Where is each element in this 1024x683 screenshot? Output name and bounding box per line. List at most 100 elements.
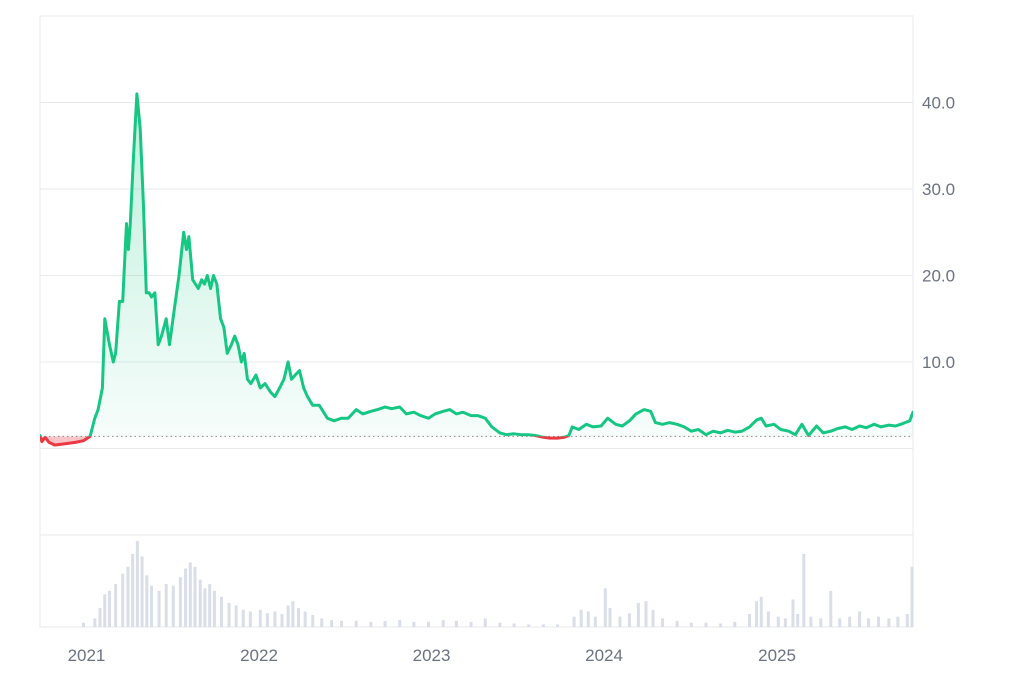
volume-bar-20 bbox=[198, 579, 202, 627]
volume-bar-71 bbox=[719, 623, 723, 627]
volume-bar-31 bbox=[273, 611, 277, 627]
volume-bar-85 bbox=[838, 618, 842, 627]
volume-bar-16 bbox=[178, 577, 182, 627]
volume-bar-50 bbox=[483, 618, 487, 627]
volume-bar-54 bbox=[541, 624, 545, 627]
volume-bar-82 bbox=[809, 616, 813, 627]
gridlines bbox=[40, 102, 913, 536]
volume-bar-61 bbox=[608, 608, 612, 627]
y-axis: 10.0 20.0 30.0 40.0 bbox=[922, 94, 955, 373]
plot-border bbox=[39, 15, 914, 628]
volume-bar-40 bbox=[340, 620, 344, 627]
volume-bar-38 bbox=[320, 618, 324, 627]
volume-bar-68 bbox=[675, 620, 679, 627]
volume-bar-79 bbox=[791, 599, 795, 627]
volume-bar-74 bbox=[755, 601, 759, 627]
volume-bar-6 bbox=[121, 573, 125, 627]
volume-bar-43 bbox=[383, 620, 387, 627]
y-tick-label: 20.0 bbox=[922, 267, 955, 286]
x-axis: 2021 2022 2023 2024 2025 bbox=[68, 646, 796, 665]
volume-bar-17 bbox=[184, 568, 188, 627]
volume-bar-72 bbox=[733, 621, 737, 627]
volume-bar-12 bbox=[150, 585, 154, 627]
x-tick-label: 2023 bbox=[413, 646, 451, 665]
volume-bar-4 bbox=[107, 590, 111, 627]
volume-bar-88 bbox=[867, 618, 871, 627]
volume-bar-44 bbox=[398, 620, 402, 627]
volume-bar-87 bbox=[858, 611, 862, 627]
volume-bar-34 bbox=[291, 601, 295, 627]
volume-bar-77 bbox=[776, 616, 780, 627]
volume-bar-86 bbox=[848, 616, 852, 627]
volume-bar-39 bbox=[330, 620, 334, 627]
volume-bar-7 bbox=[126, 566, 130, 627]
volume-bar-66 bbox=[651, 609, 655, 627]
volume-bar-3 bbox=[103, 594, 107, 627]
volume-bar-14 bbox=[164, 584, 168, 627]
volume-bar-80 bbox=[796, 614, 800, 627]
volume-bar-9 bbox=[135, 541, 139, 627]
volume-bar-81 bbox=[802, 553, 806, 627]
volume-bar-63 bbox=[627, 613, 631, 627]
volume-bar-1 bbox=[93, 618, 97, 627]
price-area bbox=[40, 93, 913, 445]
volume-bar-29 bbox=[258, 609, 262, 627]
x-tick-label: 2024 bbox=[585, 646, 623, 665]
volume-bar-27 bbox=[241, 609, 245, 627]
volume-bar-90 bbox=[887, 618, 891, 627]
volume-bar-21 bbox=[203, 588, 207, 627]
volume-bar-70 bbox=[704, 622, 708, 627]
volume-bar-59 bbox=[593, 616, 597, 627]
x-tick-label: 2025 bbox=[758, 646, 796, 665]
y-tick-label: 30.0 bbox=[922, 180, 955, 199]
volume-bar-22 bbox=[208, 584, 212, 627]
volume-bar-92 bbox=[905, 614, 909, 627]
volume-bar-41 bbox=[354, 620, 358, 627]
volume-bar-10 bbox=[140, 556, 144, 627]
volume-bar-67 bbox=[660, 618, 664, 627]
chart-frame bbox=[39, 15, 914, 628]
volume-bar-23 bbox=[212, 590, 216, 627]
volume-bar-48 bbox=[454, 620, 458, 627]
volume-bar-64 bbox=[636, 602, 640, 627]
volume-bar-75 bbox=[759, 596, 763, 627]
volume-bar-30 bbox=[265, 613, 269, 627]
volume-bar-83 bbox=[819, 618, 823, 627]
area-fill-above bbox=[40, 93, 913, 437]
volume-bar-55 bbox=[556, 624, 560, 627]
volume-bar-73 bbox=[747, 614, 751, 627]
volume-bar-49 bbox=[469, 621, 473, 627]
volume-bar-60 bbox=[603, 588, 607, 627]
volume-bar-65 bbox=[644, 601, 648, 627]
volume-bar-45 bbox=[412, 621, 416, 627]
volume-bar-57 bbox=[579, 609, 583, 627]
volume-bar-24 bbox=[220, 596, 224, 627]
x-tick-label: 2021 bbox=[68, 646, 106, 665]
volume-bar-93 bbox=[910, 566, 914, 627]
volume-bar-2 bbox=[98, 608, 102, 627]
volume-bar-15 bbox=[171, 585, 175, 627]
volume-bar-51 bbox=[498, 622, 502, 627]
volume-bar-13 bbox=[157, 590, 161, 627]
volume-bar-0 bbox=[81, 622, 85, 627]
volume-bar-52 bbox=[512, 623, 516, 627]
volume-bar-84 bbox=[829, 590, 833, 627]
price-line bbox=[40, 92, 913, 447]
volume-bar-53 bbox=[527, 624, 531, 627]
volume-bar-25 bbox=[227, 602, 231, 627]
volume-bar-62 bbox=[618, 616, 622, 627]
volume-bar-76 bbox=[766, 611, 770, 627]
volume-bar-78 bbox=[783, 618, 787, 627]
volume-bar-18 bbox=[188, 562, 192, 627]
volume-bar-28 bbox=[248, 611, 252, 627]
volume-bar-58 bbox=[586, 611, 590, 627]
volume-bar-36 bbox=[303, 611, 307, 627]
volume-bar-8 bbox=[131, 553, 135, 627]
price-line-above bbox=[40, 92, 913, 437]
volume-bar-47 bbox=[441, 620, 445, 627]
volume-bar-5 bbox=[114, 584, 118, 627]
y-tick-label: 40.0 bbox=[922, 94, 955, 113]
volume-bar-89 bbox=[876, 616, 880, 627]
volume-bar-91 bbox=[896, 616, 900, 627]
